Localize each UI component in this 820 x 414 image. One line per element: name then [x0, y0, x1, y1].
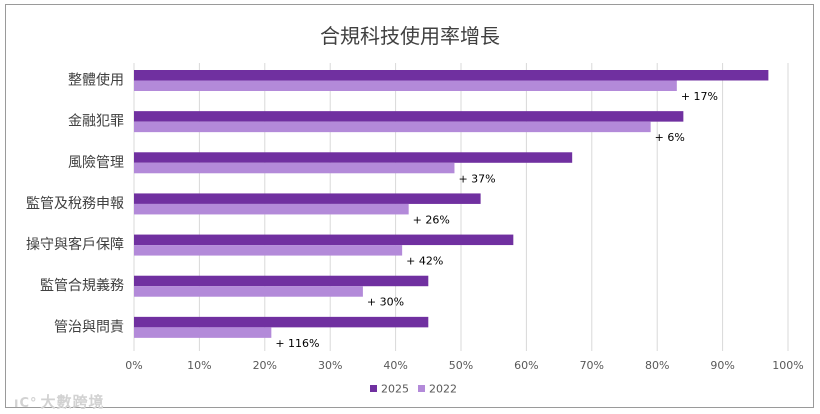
x-tick-label: 40% — [383, 359, 407, 372]
legend: 2025 2022 — [370, 383, 457, 396]
bar-2025 — [134, 70, 769, 81]
bar-2025 — [134, 234, 514, 246]
category-label: 管治與問責 — [54, 319, 124, 335]
category-label: 監管合規義務 — [40, 277, 124, 294]
x-tick-label: 30% — [318, 359, 342, 372]
growth-annotation: + 116% — [275, 337, 319, 350]
bar-2025 — [134, 193, 481, 204]
bar-chart: 合規科技使用率增長 0% 10% 20% 30% 40% 50% 60% 70% 80% 90% 1… — [26, 24, 804, 396]
legend-label-2025: 2025 — [381, 383, 409, 396]
x-tick-label: 0% — [125, 359, 142, 372]
growth-annotation: + 30% — [367, 296, 404, 309]
bar-2022 — [134, 121, 651, 133]
bar-2022 — [134, 327, 272, 338]
bar-2022 — [134, 286, 363, 297]
category-label: 風險管理 — [68, 155, 124, 171]
bar-2025 — [134, 316, 429, 328]
watermark-text: 大數跨境 — [40, 393, 105, 411]
x-tick-label: 10% — [187, 359, 211, 372]
bar-2025 — [134, 111, 684, 122]
legend-swatch-2025 — [370, 385, 377, 392]
watermark: ıC° 大數跨境 — [14, 391, 105, 412]
bar-2022 — [134, 245, 403, 256]
bar-2022 — [134, 203, 409, 215]
chart-title: 合規科技使用率增長 — [320, 24, 500, 48]
growth-annotation: + 26% — [413, 213, 450, 226]
chart-frame: 合規科技使用率增長 0% 10% 20% 30% 40% 50% 60% 70% 80% 90% 1… — [5, 4, 814, 411]
growth-annotation: + 42% — [406, 255, 443, 268]
category-label: 整體使用 — [68, 72, 124, 89]
legend-label-2022: 2022 — [429, 383, 457, 396]
sheep-logo-icon: ıC° — [14, 396, 38, 411]
bar-2025 — [134, 152, 573, 163]
category-label: 金融犯罪 — [68, 114, 124, 130]
x-tick-label: 70% — [580, 359, 604, 372]
bar-2022 — [134, 162, 455, 174]
x-tick-labels: 0% 10% 20% 30% 40% 50% 60% 70% 80% 90% 100% — [125, 359, 803, 372]
bar-2025 — [134, 275, 429, 287]
growth-annotations: + 17% + 6% + 37% + 26% + 42% + 30% + 116% — [275, 90, 718, 350]
x-tick-label: 50% — [449, 359, 473, 372]
bar-2022 — [134, 80, 677, 91]
legend-swatch-2022 — [418, 385, 425, 392]
x-tick-label: 90% — [710, 359, 734, 372]
growth-annotation: + 37% — [458, 172, 495, 185]
category-label: 監管及稅務申報 — [26, 195, 124, 212]
growth-annotation: + 17% — [681, 90, 718, 103]
x-tick-label: 100% — [772, 359, 803, 372]
growth-annotation: + 6% — [655, 131, 685, 144]
x-tick-label: 20% — [253, 359, 277, 372]
bars — [134, 70, 769, 338]
x-tick-label: 80% — [645, 359, 669, 372]
x-tick-label: 60% — [514, 359, 538, 372]
category-label: 操守與客戶保障 — [26, 236, 124, 253]
